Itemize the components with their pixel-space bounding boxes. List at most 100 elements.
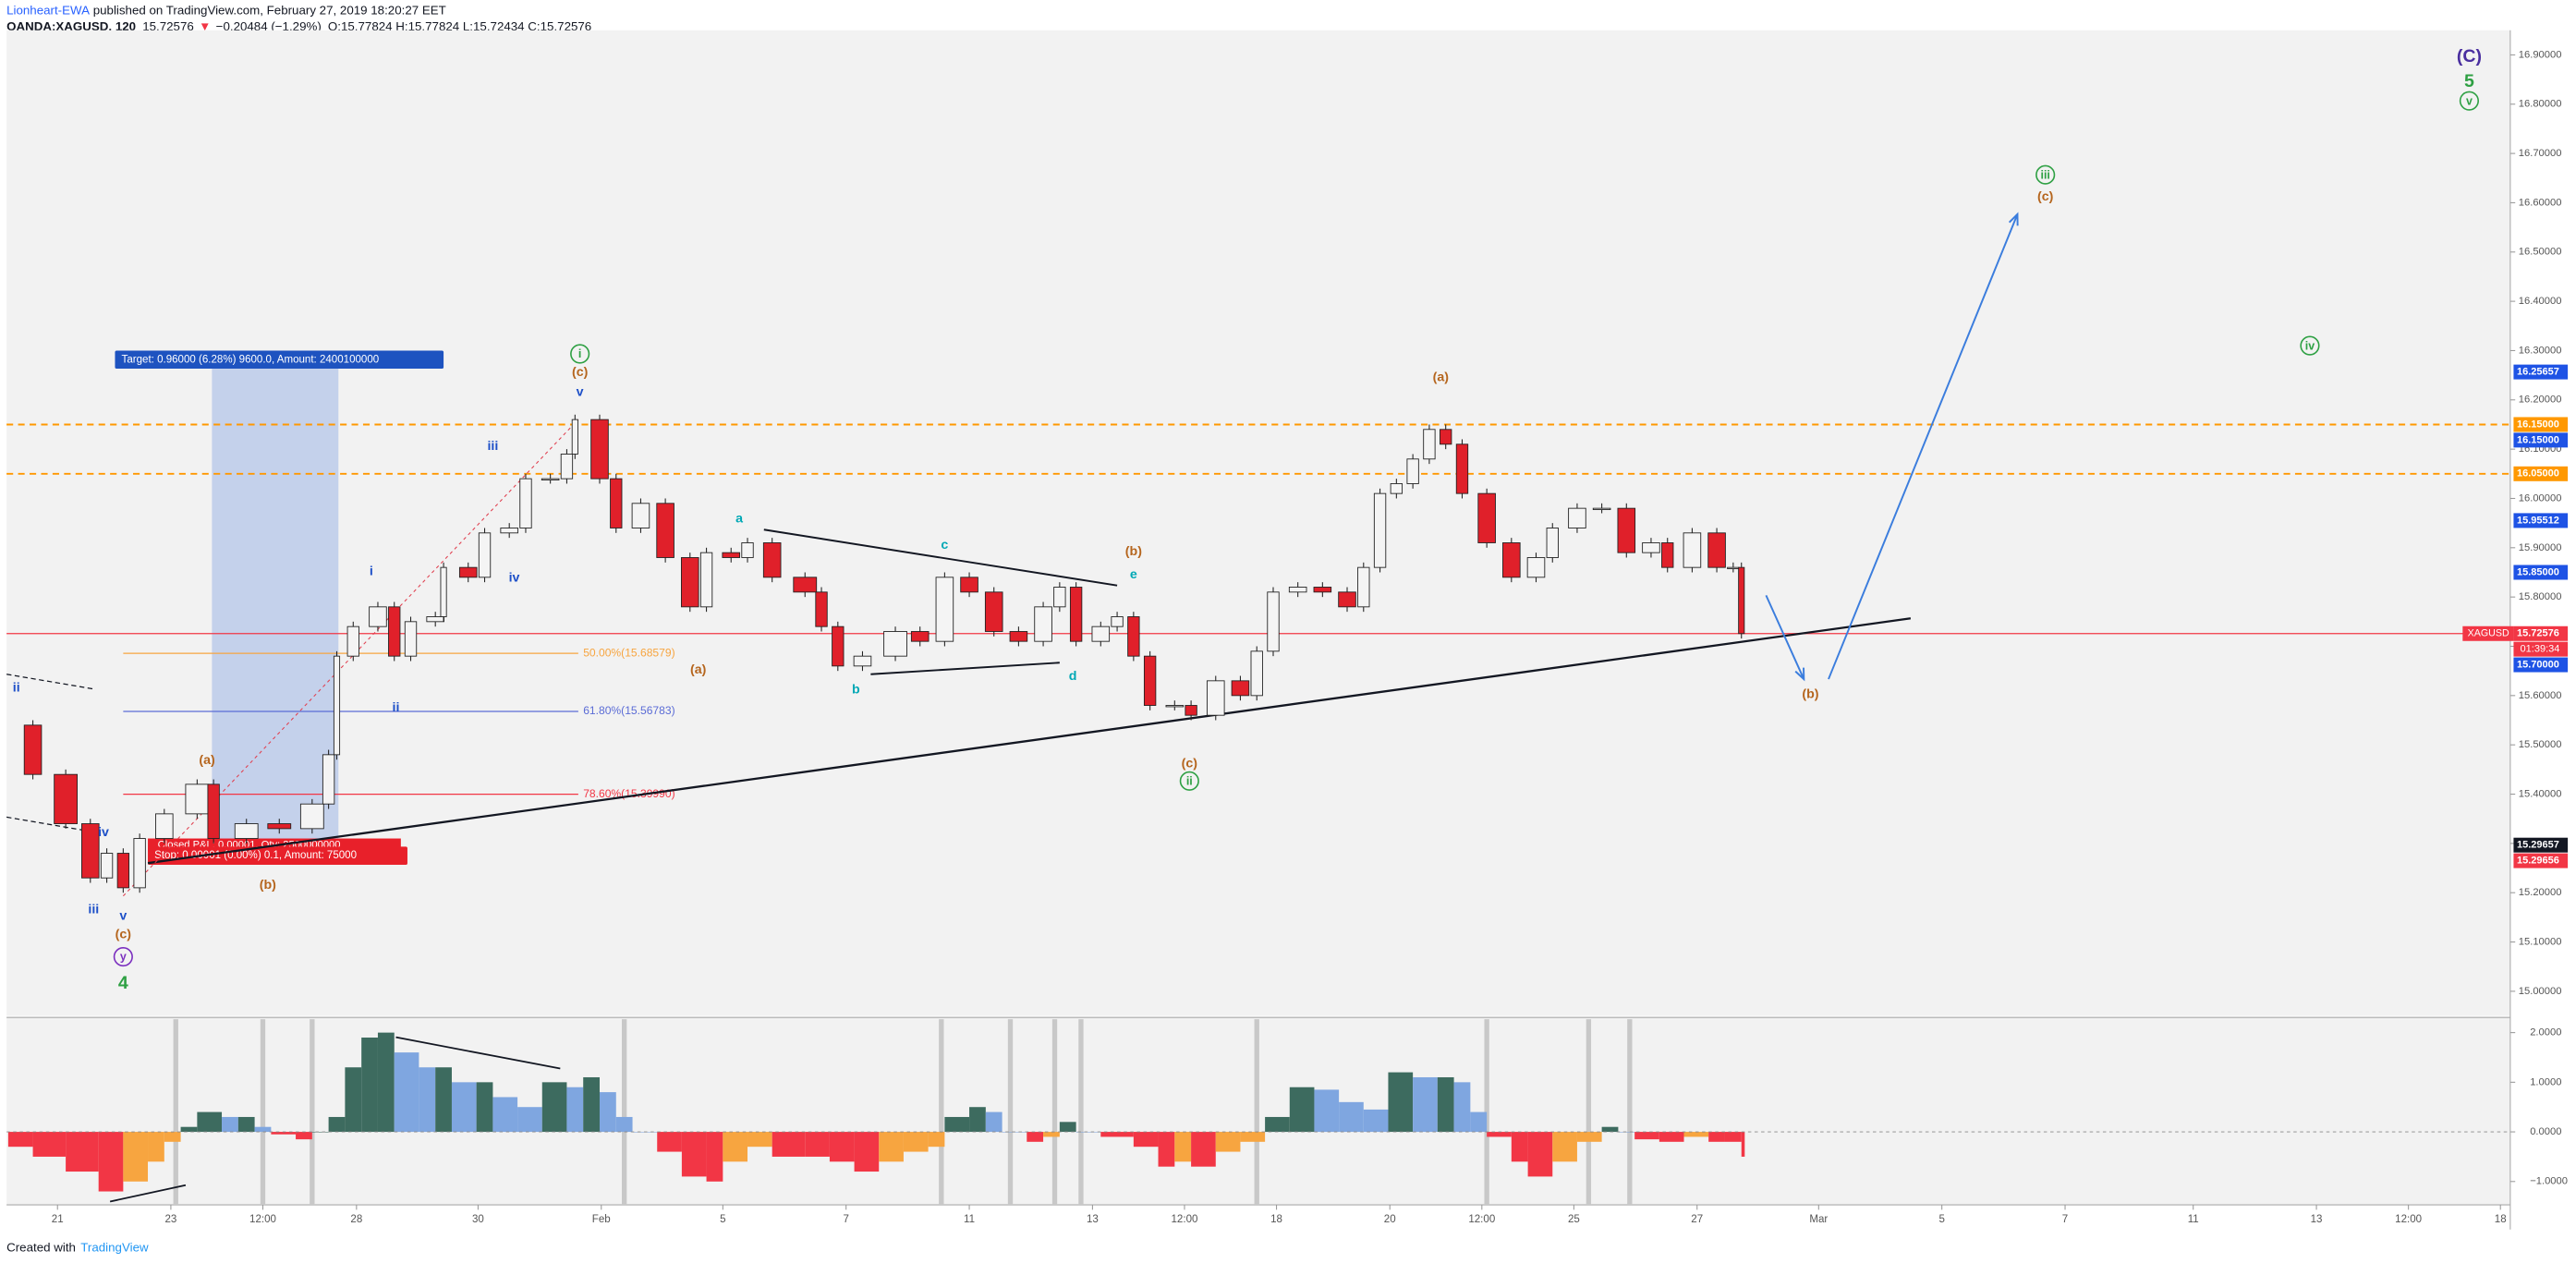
candle-body	[1338, 591, 1356, 608]
candle-body	[1069, 587, 1083, 642]
candle-body	[1642, 542, 1660, 553]
candle-body	[541, 478, 560, 481]
wave-label: a	[735, 511, 743, 526]
y-tick-label: 15.80000	[2519, 591, 2562, 602]
osc-bar	[197, 1111, 223, 1133]
arrow-head	[2008, 212, 2019, 226]
candle-body	[610, 478, 623, 528]
y-tick-label: 15.90000	[2519, 542, 2562, 553]
price-label-bg	[2513, 837, 2569, 853]
osc-bar	[805, 1132, 830, 1157]
target-zone	[212, 367, 339, 856]
price-label-bg	[2513, 513, 2569, 528]
candle-body	[1526, 557, 1546, 578]
candle-body	[1546, 528, 1559, 558]
target-label: Target: 0.96000 (6.28%) 9600.0, Amount: …	[122, 354, 380, 365]
candle-body	[100, 853, 114, 879]
price-label-bg	[2513, 417, 2569, 432]
price-label-bg	[2513, 364, 2569, 380]
candle-body	[762, 542, 782, 578]
wave-label: (a)	[199, 753, 215, 768]
osc-bar	[492, 1097, 518, 1133]
osc-bar	[328, 1116, 346, 1133]
candle-body	[1502, 542, 1521, 578]
osc-bar	[1724, 1132, 1742, 1142]
candle-body	[1423, 429, 1436, 460]
x-tick-label: 21	[52, 1214, 64, 1225]
y-tick-label: 16.30000	[2519, 345, 2562, 356]
wave-label: iv	[98, 825, 109, 840]
candle-body	[426, 616, 444, 623]
symbol-tag-bg	[2462, 625, 2514, 641]
candle-body	[1440, 429, 1452, 445]
osc-tick-label: 0.0000	[2530, 1126, 2561, 1137]
candle-body	[1165, 705, 1185, 708]
price-label: 16.15000	[2517, 419, 2559, 430]
osc-bar	[829, 1132, 855, 1162]
candle-body	[500, 528, 518, 534]
y-tick-label: 15.50000	[2519, 739, 2562, 750]
fib-label: 78.60%(15.39990)	[583, 787, 674, 800]
osc-bar	[222, 1116, 238, 1133]
candle-body	[207, 783, 220, 839]
candle-body	[1406, 458, 1419, 484]
price-label: 16.05000	[2517, 468, 2559, 480]
price-label-bg	[2513, 432, 2569, 448]
y-tick-label: 16.00000	[2519, 492, 2562, 504]
candle-body	[722, 552, 741, 558]
triangle-lower	[870, 662, 1060, 675]
osc-bar	[180, 1126, 198, 1133]
divergence-marker	[173, 1019, 178, 1206]
wave-label: c	[941, 538, 948, 553]
brand[interactable]: TradingView	[80, 1240, 149, 1254]
osc-bar	[772, 1132, 806, 1157]
y-tick-label: 16.40000	[2519, 296, 2562, 307]
osc-bar	[1314, 1089, 1340, 1133]
osc-bar	[296, 1132, 312, 1140]
osc-bar	[1683, 1132, 1709, 1137]
wave-circle	[2300, 335, 2320, 356]
wave-label: (b)	[260, 878, 276, 893]
osc-bar	[311, 1132, 329, 1133]
wave-label: v	[119, 909, 127, 924]
candle-body	[333, 655, 341, 756]
target-label-bg	[115, 350, 444, 370]
osc-tick-label: 2.0000	[2530, 1027, 2561, 1038]
osc-bar	[254, 1126, 272, 1133]
candle-body	[1127, 616, 1140, 657]
candle-body	[322, 754, 335, 805]
wave-label: ii	[13, 681, 20, 696]
wave-label: ii	[1186, 774, 1193, 787]
osc-bar	[1453, 1082, 1471, 1133]
osc-bar	[1043, 1132, 1060, 1137]
wave-label: iii	[2040, 168, 2049, 181]
last-price: 15.72576	[142, 19, 194, 33]
stop-label-bg	[148, 846, 407, 865]
osc-bar	[1027, 1132, 1044, 1142]
author-link[interactable]: Lionheart-EWA	[6, 3, 90, 17]
osc-bar	[747, 1132, 772, 1148]
wave-label: iii	[88, 903, 99, 917]
x-tick-label: 13	[1087, 1214, 1099, 1225]
change-arrow: ▼	[199, 19, 211, 33]
projection-arrow	[1765, 594, 1805, 680]
wave-label: (a)	[1433, 370, 1450, 385]
chart-layer: 16.90000 16.80000 16.70000 16.60000 16.50000…	[6, 46, 2569, 1225]
osc-bar	[657, 1132, 682, 1152]
candle-body	[560, 454, 574, 480]
osc-divergence	[109, 1184, 187, 1203]
osc-bar	[148, 1132, 164, 1162]
candle-body	[1111, 616, 1124, 627]
candle-body	[1390, 483, 1403, 494]
divergence-marker	[1078, 1019, 1084, 1206]
wave-label: v	[2466, 94, 2473, 107]
divergence-marker	[621, 1019, 627, 1206]
wave-label: (b)	[1125, 544, 1142, 559]
candle-body	[478, 532, 492, 578]
osc-bar	[1708, 1132, 1725, 1142]
arrow-head	[1794, 667, 1805, 682]
candle-body	[1231, 680, 1250, 697]
osc-bar	[451, 1082, 477, 1133]
wave-label: (a)	[690, 662, 707, 677]
trend-line	[147, 617, 1912, 865]
